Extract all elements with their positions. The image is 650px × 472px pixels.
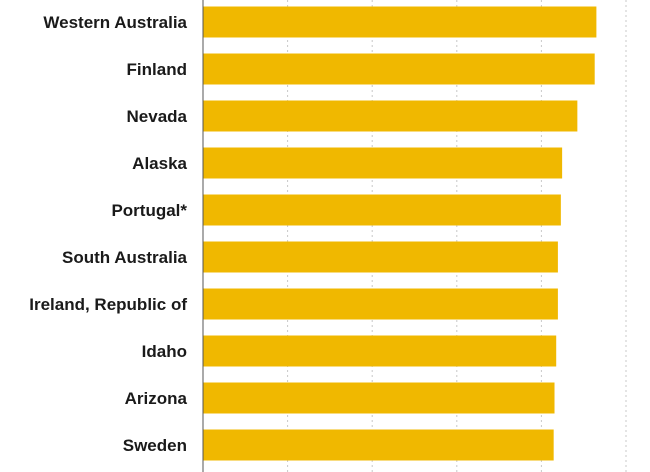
bar xyxy=(203,288,558,320)
category-label: Finland xyxy=(127,60,187,79)
category-label: Nevada xyxy=(127,107,188,126)
bars xyxy=(203,6,597,461)
bar xyxy=(203,147,563,179)
bar xyxy=(203,100,578,132)
category-label: Alaska xyxy=(132,154,187,173)
category-label: South Australia xyxy=(62,248,188,267)
bar xyxy=(203,335,557,367)
category-label: Idaho xyxy=(142,342,187,361)
category-label: Sweden xyxy=(123,436,187,455)
bar xyxy=(203,241,558,273)
bar xyxy=(203,429,554,461)
category-labels: Western Australia Finland Nevada Alaska Port… xyxy=(29,13,187,455)
category-label: Western Australia xyxy=(43,13,187,32)
category-label: Ireland, Republic of xyxy=(29,295,187,314)
bar xyxy=(203,382,555,414)
bar xyxy=(203,194,561,226)
grid-lines xyxy=(287,0,627,472)
category-label: Arizona xyxy=(125,389,188,408)
bar xyxy=(203,53,595,85)
category-label: Portugal* xyxy=(111,201,187,220)
bar xyxy=(203,6,597,38)
